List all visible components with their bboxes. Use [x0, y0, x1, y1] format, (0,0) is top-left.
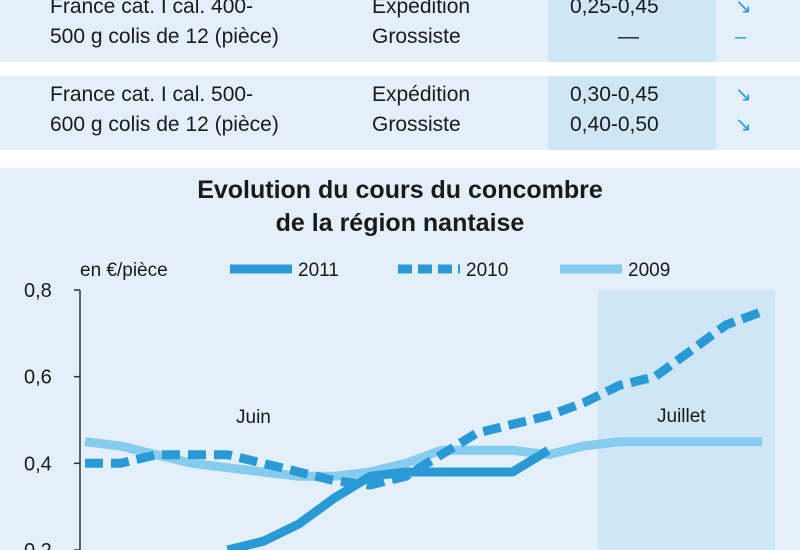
trend-down-icon: ↘: [735, 0, 752, 18]
legend-label-2009: 2009: [628, 260, 670, 281]
stage-label: Expédition: [372, 0, 471, 18]
product-line: France cat. I cal. 400-: [50, 0, 254, 18]
table-row-1-stage: Expédition Grossiste: [372, 0, 552, 52]
trend-down-icon: ↘: [735, 114, 752, 136]
stage-label: Expédition: [372, 83, 471, 106]
price-value: 0,25-0,45: [570, 0, 659, 18]
chart-title-line-2: de la région nantaise: [275, 209, 525, 237]
legend-label-2011: 2011: [298, 260, 339, 281]
trend-stable-icon: –: [735, 26, 747, 48]
table-row-1-trend: ↘ –: [735, 0, 775, 52]
y-tick-label: 0,4: [24, 453, 52, 475]
stage-label: Grossiste: [372, 25, 461, 48]
legend-label-2010: 2010: [466, 260, 508, 281]
price-value: 0,30-0,45: [570, 83, 659, 106]
y-tick-label: 0,8: [24, 280, 52, 302]
month-annotation: Juillet: [657, 406, 706, 427]
month-annotation: Juin: [236, 407, 271, 428]
table-row-1-price: 0,25-0,45 —: [570, 0, 710, 52]
product-line: 500 g colis de 12 (pièce): [50, 25, 279, 48]
row-separator: [0, 62, 800, 76]
product-line: 600 g colis de 12 (pièce): [50, 113, 279, 136]
chart-title-line-1: Evolution du cours du concombre: [197, 176, 603, 204]
table-row-1-product: France cat. I cal. 400- 500 g colis de 1…: [50, 0, 350, 52]
line-chart: 0,8 0,6 0,4 0,2 en €/pièce 2011 2010 2009 Juin Ju…: [24, 260, 775, 550]
y-tick-label: 0,2: [24, 540, 52, 550]
series-line-2010: [85, 307, 764, 490]
price-value: 0,40-0,50: [570, 113, 659, 136]
table-row-2-product: France cat. I cal. 500- 600 g colis de 1…: [50, 80, 350, 140]
price-value: —: [618, 25, 639, 48]
table-row-2-trend: ↘ ↘: [735, 80, 775, 140]
table-row-2-stage: Expédition Grossiste: [372, 80, 552, 140]
product-line: France cat. I cal. 500-: [50, 83, 254, 106]
stage-label: Grossiste: [372, 113, 461, 136]
july-highlight-region: [598, 290, 775, 550]
table-row-2-price: 0,30-0,45 0,40-0,50: [570, 80, 710, 140]
series-line-2009: [84, 437, 762, 481]
trend-down-icon: ↘: [735, 84, 752, 106]
chart-title: Evolution du cours du concombre de la ré…: [0, 174, 800, 240]
y-axis-unit-label: en €/pièce: [80, 260, 168, 281]
chart-panel: Evolution du cours du concombre de la ré…: [0, 168, 800, 550]
price-table: France cat. I cal. 400- 500 g colis de 1…: [0, 0, 800, 150]
y-tick-label: 0,6: [24, 367, 52, 389]
series-line-2011: [226, 446, 551, 550]
